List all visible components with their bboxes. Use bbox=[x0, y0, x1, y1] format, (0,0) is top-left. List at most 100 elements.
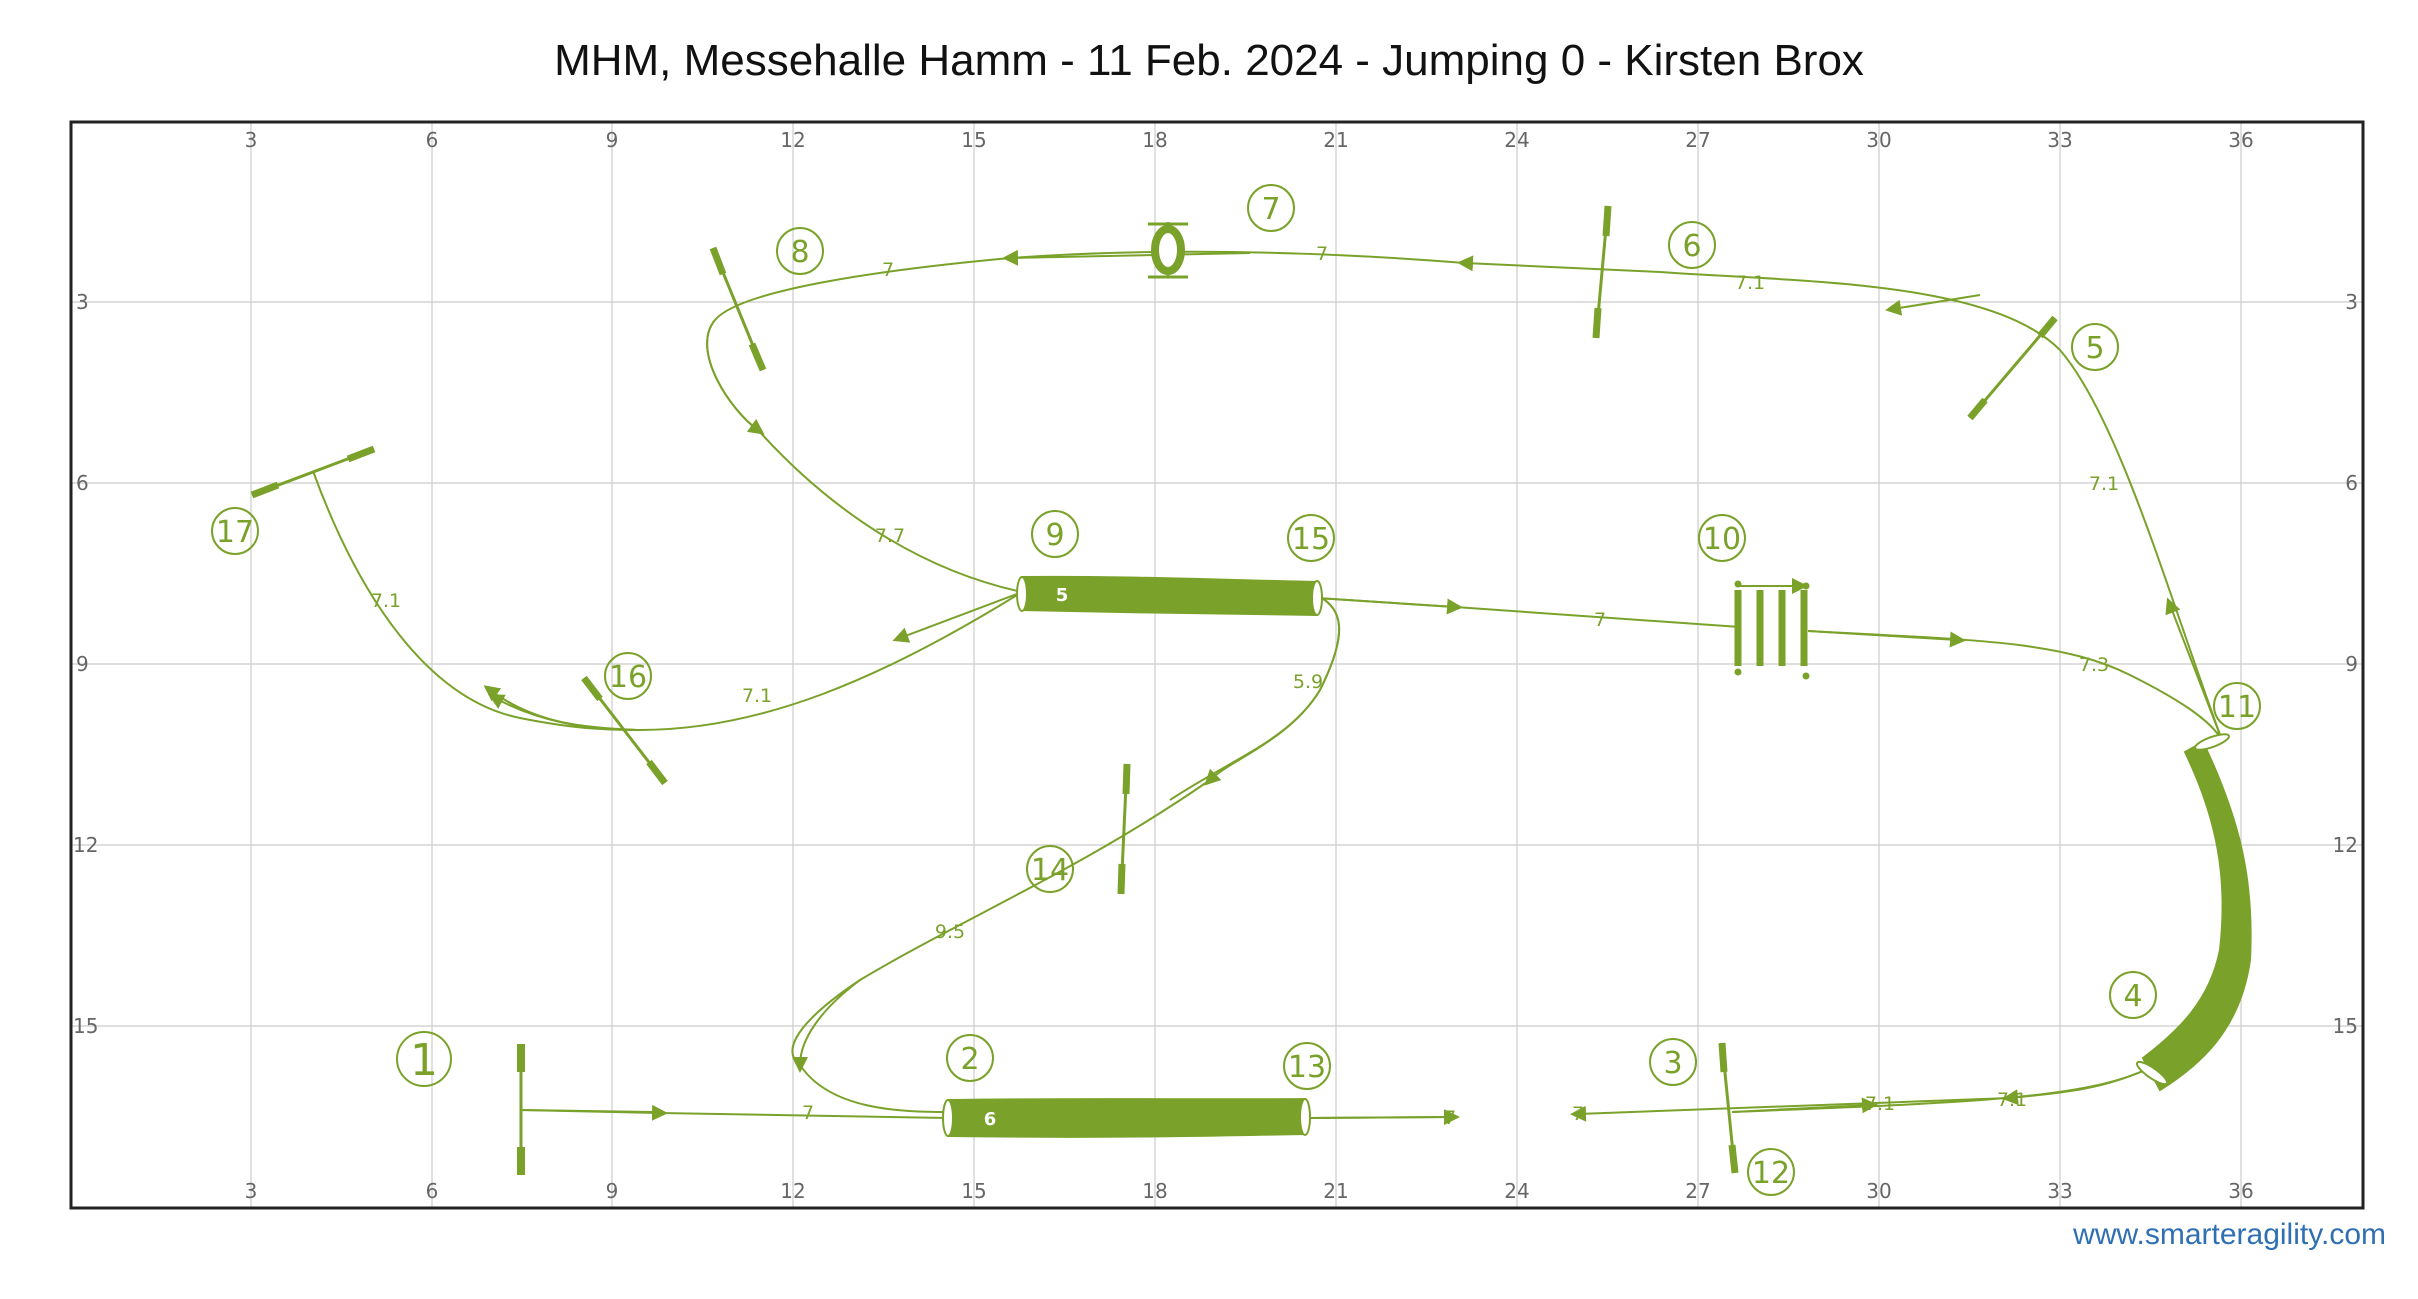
x-tick: 12 bbox=[780, 128, 805, 152]
y-ticks-left: 3 6 9 12 15 bbox=[73, 290, 98, 1038]
tunnel-9-obstacle: 5 bbox=[1016, 575, 1323, 617]
number-16: 16 bbox=[604, 652, 652, 700]
distance-label: 7 bbox=[802, 1102, 814, 1124]
distance-label: 9.5 bbox=[935, 921, 965, 943]
path-segment bbox=[1570, 1097, 2011, 1122]
number-10: 10 bbox=[1698, 514, 1746, 562]
svg-text:17: 17 bbox=[216, 515, 254, 550]
x-tick: 30 bbox=[1866, 128, 1891, 152]
distance-label: 7.7 bbox=[875, 525, 905, 547]
footer-link[interactable]: www.smarteragility.com bbox=[2073, 1218, 2386, 1251]
path-segment bbox=[312, 470, 641, 731]
y-tick: 3 bbox=[76, 290, 89, 314]
path-segment bbox=[1885, 294, 1981, 316]
path-segment bbox=[659, 1112, 950, 1119]
number-13: 13 bbox=[1283, 1042, 1331, 1090]
tunnel-length-label: 6 bbox=[2224, 772, 2237, 793]
number-14: 14 bbox=[1026, 845, 1074, 893]
number-6: 6 bbox=[1668, 221, 1716, 269]
x-tick: 18 bbox=[1142, 128, 1167, 152]
y-tick: 12 bbox=[2333, 833, 2358, 857]
number-17: 17 bbox=[211, 507, 259, 555]
tire-7-obstacle bbox=[1148, 222, 1188, 279]
distance-label: 7.1 bbox=[1735, 272, 1765, 294]
x-tick: 6 bbox=[426, 1179, 439, 1203]
x-tick: 24 bbox=[1504, 1179, 1529, 1203]
number-11: 11 bbox=[2213, 682, 2261, 730]
grid bbox=[71, 122, 2363, 1208]
path-segment bbox=[1204, 597, 1341, 786]
path-segment bbox=[1807, 630, 1966, 648]
y-tick: 6 bbox=[2345, 471, 2358, 495]
path-segment bbox=[1659, 271, 2061, 351]
svg-text:7: 7 bbox=[1261, 192, 1280, 227]
weave-10-obstacle bbox=[1734, 578, 1810, 680]
number-8: 8 bbox=[776, 227, 824, 275]
svg-text:12: 12 bbox=[1752, 1156, 1790, 1191]
tunnel-length-label: 5 bbox=[1056, 585, 1069, 606]
jump-6-obstacle bbox=[1592, 205, 1612, 339]
distance-label: 7.1 bbox=[371, 590, 401, 612]
tunnel-4-obstacle: 6 bbox=[2135, 733, 2252, 1092]
svg-text:8: 8 bbox=[790, 235, 809, 270]
path-segment bbox=[2165, 597, 2223, 741]
svg-text:16: 16 bbox=[609, 660, 647, 695]
path-segment bbox=[1457, 255, 1661, 273]
y-ticks-right: 3 6 9 12 15 bbox=[2333, 290, 2358, 1038]
distance-label: 7.1 bbox=[2089, 473, 2119, 495]
svg-text:10: 10 bbox=[1703, 522, 1741, 557]
path-segment bbox=[799, 1064, 950, 1113]
path-segment bbox=[1807, 630, 2223, 741]
number-3: 3 bbox=[1649, 1038, 1697, 1086]
obstacle-numbers: 1 2 3 4 5 6 7 8 9 10 11 12 13 14 15 16 1… bbox=[211, 184, 2261, 1196]
svg-text:5: 5 bbox=[2085, 331, 2104, 366]
path-segment bbox=[1306, 1109, 1460, 1126]
ring-border bbox=[69, 120, 2365, 1210]
x-tick: 33 bbox=[2047, 1179, 2072, 1203]
jump-3-obstacle bbox=[1718, 1042, 1739, 1174]
svg-text:9: 9 bbox=[1045, 518, 1064, 553]
distance-labels: 7 7 7 7.1 7.1 7.1 7 7 7.1 7.7 7 7.3 5.9 … bbox=[371, 243, 2119, 1129]
distance-label: 7.1 bbox=[1865, 1093, 1895, 1115]
jump-5-obstacle bbox=[1967, 315, 2058, 421]
path-segment bbox=[1002, 249, 1251, 266]
distance-label: 7 bbox=[1316, 243, 1328, 265]
number-15: 15 bbox=[1287, 514, 1335, 562]
x-tick: 36 bbox=[2228, 128, 2253, 152]
jump-17-obstacle bbox=[250, 445, 376, 499]
course-path bbox=[312, 249, 2223, 1126]
distance-label: 7 bbox=[1444, 1107, 1456, 1129]
number-5: 5 bbox=[2071, 323, 2119, 371]
path-segment bbox=[1454, 606, 1741, 628]
svg-text:4: 4 bbox=[2123, 979, 2142, 1014]
svg-text:14: 14 bbox=[1031, 853, 1069, 888]
x-tick: 15 bbox=[961, 128, 986, 152]
number-12: 12 bbox=[1747, 1148, 1795, 1196]
number-1: 1 bbox=[396, 1031, 452, 1087]
path-segment bbox=[892, 591, 1023, 643]
jump-14-obstacle bbox=[1117, 763, 1131, 895]
svg-text:11: 11 bbox=[2218, 690, 2256, 725]
x-tick: 18 bbox=[1142, 1179, 1167, 1203]
jump-8-obstacle bbox=[709, 246, 767, 372]
path-segment bbox=[1009, 250, 1466, 264]
x-tick: 36 bbox=[2228, 1179, 2253, 1203]
path-segment bbox=[792, 979, 861, 1073]
x-tick: 12 bbox=[780, 1179, 805, 1203]
y-tick: 12 bbox=[73, 833, 98, 857]
x-ticks-top: 3 6 9 12 15 18 21 24 27 30 33 36 bbox=[245, 128, 2254, 152]
y-tick: 3 bbox=[2345, 290, 2358, 314]
x-tick: 24 bbox=[1504, 128, 1529, 152]
svg-text:13: 13 bbox=[1288, 1050, 1326, 1085]
distance-label: 5.9 bbox=[1293, 671, 1323, 693]
distance-label: 7 bbox=[1594, 609, 1606, 631]
x-tick: 3 bbox=[245, 128, 258, 152]
path-segment bbox=[791, 779, 1211, 1066]
course-title: MHM, Messehalle Hamm - 11 Feb. 2024 - Ju… bbox=[554, 36, 1864, 85]
path-segment bbox=[757, 429, 1023, 593]
svg-text:2: 2 bbox=[960, 1042, 979, 1077]
path-segment bbox=[706, 319, 765, 435]
svg-text:15: 15 bbox=[1292, 522, 1330, 557]
x-tick: 21 bbox=[1323, 128, 1348, 152]
